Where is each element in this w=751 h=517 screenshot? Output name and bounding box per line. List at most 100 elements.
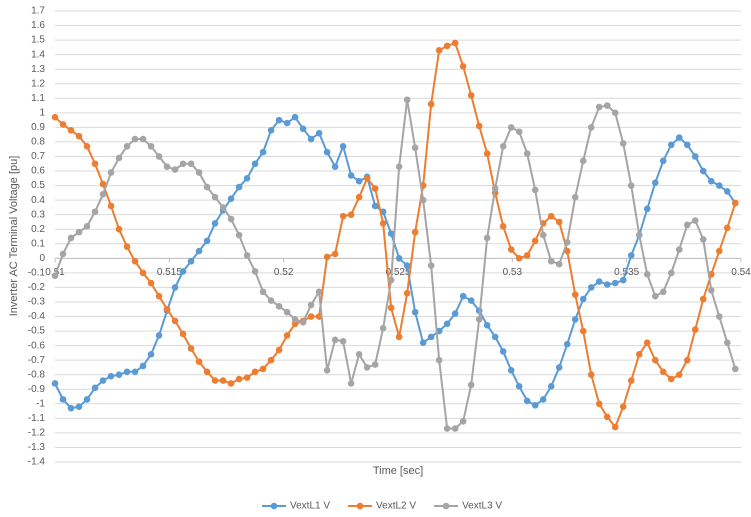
y-tick-label: 0.6 <box>31 166 45 177</box>
data-point <box>123 143 131 150</box>
y-tick-label: -1.2 <box>28 428 46 439</box>
data-point <box>387 276 395 284</box>
data-point <box>579 295 587 303</box>
legend-marker <box>442 502 450 510</box>
y-tick-label: 1.2 <box>31 78 45 89</box>
data-point <box>187 160 195 168</box>
data-point <box>395 255 403 262</box>
data-point <box>595 278 603 285</box>
data-point <box>99 180 107 188</box>
legend-marker <box>270 502 278 510</box>
data-point <box>211 377 219 384</box>
data-point <box>539 231 547 239</box>
y-tick-label: 1.6 <box>31 20 45 31</box>
y-tick-label: 0.5 <box>31 180 45 191</box>
data-point <box>211 220 219 227</box>
data-point <box>155 332 163 339</box>
data-point <box>571 291 579 298</box>
data-point <box>283 332 291 339</box>
data-point <box>427 333 435 341</box>
data-point <box>659 288 667 296</box>
data-point <box>627 182 635 189</box>
x-tick-label: 0.52 <box>274 267 294 278</box>
y-tick-label: -0.3 <box>28 297 46 308</box>
data-point <box>659 157 667 165</box>
data-point <box>643 339 651 347</box>
data-point <box>131 257 139 265</box>
data-point <box>443 320 451 328</box>
y-tick-label: 1.1 <box>31 93 45 104</box>
data-point <box>635 231 643 239</box>
data-point <box>195 169 203 176</box>
data-point <box>179 330 187 338</box>
data-point <box>347 211 355 218</box>
data-point <box>67 234 75 242</box>
data-point <box>483 321 491 329</box>
data-point <box>203 183 211 191</box>
x-axis-label: Time [sec] <box>373 465 423 477</box>
data-point <box>651 292 659 300</box>
data-point <box>627 377 635 384</box>
data-point <box>523 397 531 405</box>
data-point <box>667 375 675 383</box>
data-point <box>675 246 683 253</box>
data-point <box>611 423 619 431</box>
y-tick-label: 0.4 <box>31 195 45 206</box>
y-tick-label: 1.3 <box>31 64 45 75</box>
data-point <box>107 169 115 176</box>
data-point <box>571 193 579 201</box>
data-point <box>147 351 155 358</box>
data-point <box>251 160 259 168</box>
data-point <box>675 134 683 141</box>
data-point <box>659 368 667 376</box>
data-point <box>459 292 467 300</box>
data-point <box>51 380 59 387</box>
data-point <box>235 183 243 191</box>
data-point <box>363 175 371 182</box>
y-tick-label: -0.4 <box>28 311 46 322</box>
data-point <box>555 364 563 371</box>
data-point <box>587 284 595 291</box>
y-axis-label: Inverter AC Terminal Voltage [pu] <box>8 156 20 317</box>
data-point <box>683 141 691 149</box>
y-tick-label: -0.5 <box>28 326 46 337</box>
legend-marker <box>356 502 364 510</box>
data-point <box>515 383 523 390</box>
y-tick-label: -1.3 <box>28 442 46 453</box>
data-point <box>427 100 435 108</box>
x-tick-label: 0.54 <box>731 267 751 278</box>
data-point <box>163 305 171 313</box>
data-point <box>723 224 731 232</box>
data-point <box>563 340 571 348</box>
data-point <box>99 377 107 384</box>
data-point <box>203 237 211 245</box>
data-point <box>675 371 683 379</box>
data-point <box>611 109 619 117</box>
y-tick-label: -0.1 <box>28 268 46 279</box>
y-tick-label: -0.9 <box>28 384 46 395</box>
data-point <box>267 356 275 364</box>
data-point <box>443 425 451 432</box>
y-tick-label: -1 <box>36 398 45 409</box>
data-point <box>419 339 427 347</box>
data-point <box>243 374 251 381</box>
data-point <box>723 188 731 195</box>
data-point <box>395 333 403 341</box>
data-point <box>67 404 75 412</box>
data-point <box>123 368 131 376</box>
data-point <box>459 62 467 70</box>
legend-label: VextL3 V <box>462 501 502 512</box>
data-point <box>195 247 203 255</box>
series-line <box>54 115 737 410</box>
data-point <box>283 119 291 127</box>
data-point <box>139 269 147 277</box>
data-point <box>355 177 363 185</box>
data-point <box>59 250 67 258</box>
data-point <box>411 144 419 152</box>
data-point <box>619 403 627 411</box>
data-point <box>443 42 451 50</box>
data-point <box>619 140 627 147</box>
data-point <box>355 193 363 201</box>
data-point <box>603 102 611 109</box>
data-point <box>91 208 99 216</box>
